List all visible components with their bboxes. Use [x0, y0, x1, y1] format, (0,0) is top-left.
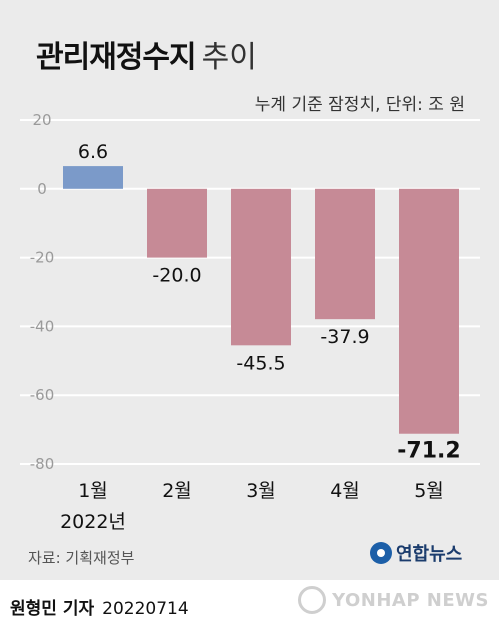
source-note: 자료: 기획재정부 [28, 549, 135, 567]
chart-title: 관리재정수지 추이 [36, 32, 257, 76]
y-tick-label: -80 [30, 455, 55, 473]
footer-bar: 원형민 기자 20220714 YONHAP NEWS [0, 580, 499, 626]
yonhap-logo: 연합뉴스 [370, 540, 462, 566]
x-tick-label: 2월 [162, 480, 192, 502]
data-label: -71.2 [397, 439, 460, 464]
bar [147, 188, 207, 258]
bar [63, 166, 123, 189]
chart-title-sub: 추이 [201, 40, 257, 75]
y-tick-label: -20 [30, 249, 55, 267]
bar [231, 188, 291, 346]
watermark-text: YONHAP NEWS [332, 589, 489, 611]
y-tick-label: 0 [37, 180, 47, 198]
data-label: -20.0 [152, 265, 201, 287]
bar-chart: 20 0 -20 -40 -60 -80 6.6 1월 -20.0 2월 -45.5 3월 -37.9 4… [20, 111, 480, 533]
data-label: -37.9 [320, 326, 369, 348]
watermark-icon [298, 586, 327, 614]
y-tick-label: 20 [32, 111, 51, 129]
yonhap-logo-text: 연합뉴스 [396, 544, 463, 565]
x-tick-label: 5월 [414, 480, 444, 502]
data-label: 6.6 [78, 141, 108, 163]
y-tick-label: -40 [30, 317, 55, 335]
data-label: -45.5 [236, 352, 285, 374]
x-tick-label: 3월 [246, 480, 276, 502]
x-axis-year-label: 2022년 [60, 511, 126, 533]
byline-author: 원형민 기자 [10, 599, 95, 619]
x-tick-label: 4월 [330, 480, 360, 502]
x-tick-label: 1월 [78, 480, 108, 502]
yonhap-logo-icon [370, 542, 392, 564]
chart-title-main: 관리재정수지 [36, 40, 197, 75]
byline-date: 20220714 [102, 599, 189, 619]
byline: 원형민 기자 20220714 [10, 594, 189, 619]
chart-panel: 관리재정수지 추이 누계 기준 잠정치, 단위: 조 원 20 0 -20 -40 -60… [0, 0, 499, 580]
bar [315, 188, 375, 320]
watermark: YONHAP NEWS [298, 586, 489, 614]
y-tick-label: -60 [30, 386, 55, 404]
chart-subtitle: 누계 기준 잠정치, 단위: 조 원 [254, 95, 465, 115]
bar [399, 188, 459, 434]
